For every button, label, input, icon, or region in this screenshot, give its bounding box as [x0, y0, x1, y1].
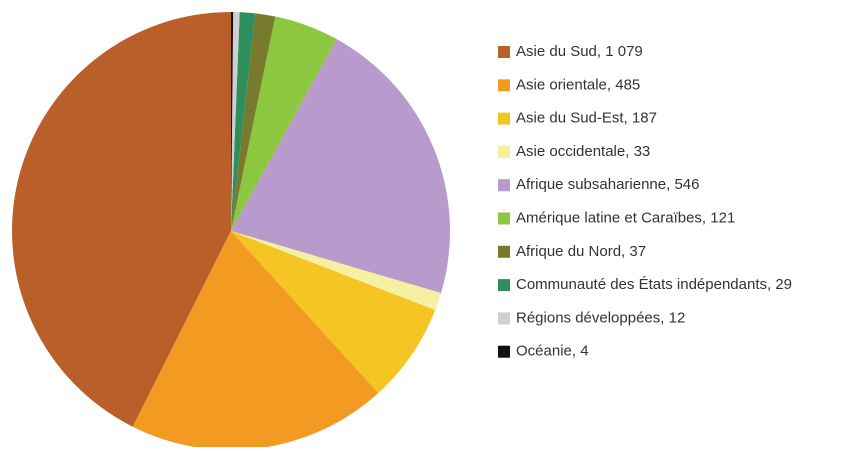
legend-label: Océanie, 4	[516, 343, 589, 360]
legend-swatch	[498, 79, 510, 92]
pie-slice	[231, 12, 234, 231]
legend-label: Asie occidentale, 33	[516, 143, 650, 160]
pie-slice	[231, 12, 240, 232]
legend-label: Régions développées, 12	[516, 309, 685, 326]
legend-swatch	[498, 245, 510, 258]
pie-slice	[11, 12, 231, 427]
pie-slice	[231, 231, 442, 310]
legend-swatch	[498, 179, 510, 192]
legend-swatch	[498, 312, 510, 325]
pie-slice	[132, 231, 379, 450]
legend-swatch	[498, 212, 510, 225]
legend-label: Amérique latine et Caraïbes, 121	[516, 209, 735, 226]
pie-slice	[231, 39, 450, 294]
legend-label: Asie du Sud-Est, 187	[516, 110, 657, 127]
pie-slice	[231, 13, 276, 231]
legend-swatch	[498, 145, 510, 158]
legend-swatch	[498, 279, 510, 292]
legend-label: Asie orientale, 485	[516, 76, 640, 93]
legend-swatch	[498, 112, 510, 125]
legend-label: Asie du Sud, 1 079	[516, 43, 643, 60]
pie-slice	[231, 231, 436, 394]
legend-swatch	[498, 345, 510, 358]
legend-label: Afrique subsaharienne, 546	[516, 176, 699, 193]
legend-swatch	[498, 46, 510, 58]
legend-label: Afrique du Nord, 37	[516, 243, 646, 260]
legend-label: Communauté des États indépendants, 29	[516, 276, 792, 293]
pie-slice	[231, 16, 337, 232]
pie-slice	[231, 12, 256, 232]
